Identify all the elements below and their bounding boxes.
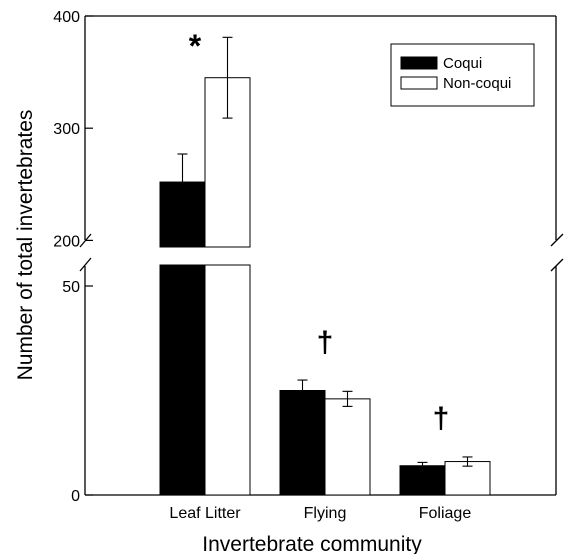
y-tick-label-300: 300 — [53, 121, 80, 138]
legend-box — [390, 43, 535, 107]
x-tick-label-foliage: Foliage — [419, 505, 472, 522]
legend: Coqui Non-coqui — [390, 43, 535, 107]
x-axis-label: Invertebrate community — [202, 533, 422, 554]
y-axis-label: Number of total invertebrates — [14, 110, 37, 381]
error-bars — [177, 36, 473, 467]
axis-break-slash-2 — [550, 233, 564, 247]
x-tick-label-flying: Flying — [304, 505, 347, 522]
annotation-flying: † — [317, 326, 334, 359]
x-axis-ticks: Leaf Litter Flying Foliage — [169, 505, 471, 522]
x-tick-label-leaf-litter: Leaf Litter — [169, 505, 241, 522]
legend-swatch-non-coqui — [400, 76, 438, 90]
y-axis-ticks: 0 50 200 300 400 — [53, 9, 93, 505]
axis-break-slash-3 — [550, 258, 564, 272]
legend-label-non-coqui: Non-coqui — [443, 75, 511, 92]
y-tick-label-400: 400 — [53, 9, 80, 26]
bar-foliage-non-coqui — [444, 461, 491, 496]
annotation-leaf-litter: * — [189, 28, 202, 64]
bar-flying-coqui — [279, 390, 326, 496]
y-tick-label-0: 0 — [71, 488, 80, 505]
legend-swatch-coqui — [400, 56, 438, 70]
annotation-foliage: † — [433, 402, 450, 435]
bar-foliage-coqui — [399, 465, 446, 496]
bar-leaf-litter-coqui-lower — [159, 264, 206, 496]
y-tick-label-50: 50 — [62, 279, 80, 296]
axis-break-marks — [79, 233, 564, 272]
y-tick-label-200: 200 — [53, 233, 80, 250]
bar-leaf-litter-coqui-upper — [159, 181, 206, 248]
legend-label-coqui: Coqui — [443, 55, 482, 72]
significance-annotations: * † † — [189, 28, 450, 435]
axis-break-slash-1 — [79, 257, 92, 272]
bars — [159, 77, 491, 496]
bar-flying-non-coqui — [324, 398, 371, 496]
bar-leaf-litter-non-coqui-lower — [204, 264, 251, 496]
